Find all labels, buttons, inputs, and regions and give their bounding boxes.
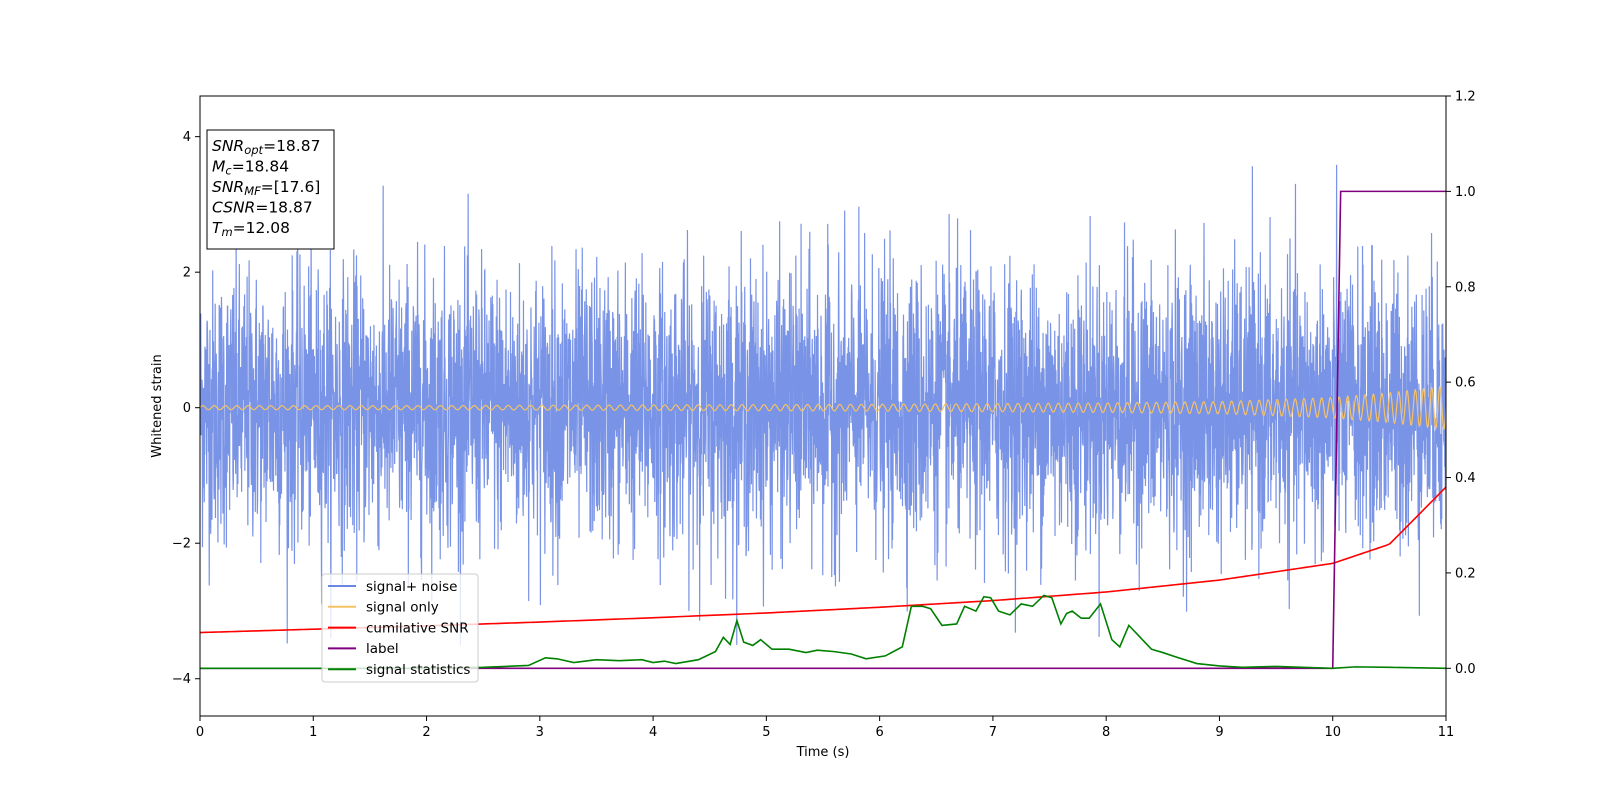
y-right-tick-label: 0.4 — [1455, 471, 1476, 486]
legend-label: signal only — [366, 600, 439, 616]
series-signal-statistics-line — [200, 594, 1446, 670]
info-box-line: SNRMF=[17.6] — [212, 178, 320, 198]
x-tick-label: 8 — [1102, 725, 1110, 740]
series-layer — [200, 164, 1446, 670]
legend-frame — [321, 573, 479, 683]
y-right-tick-label: 1.2 — [1455, 90, 1476, 105]
x-tick-label: 4 — [649, 725, 657, 740]
y-left-tick-label: 0 — [183, 401, 191, 416]
legend-label: label — [366, 641, 399, 657]
info-box-line: Tm=12.08 — [212, 219, 290, 239]
x-tick-label: 1 — [309, 725, 317, 740]
y-axis-label: Whitened strain — [150, 354, 165, 457]
info-box-line: SNRopt=18.87 — [212, 137, 320, 157]
series-label-line — [200, 190, 1446, 670]
info-box: SNRopt=18.87Mc=18.84SNRMF=[17.6]CSNR=18.… — [206, 129, 335, 250]
info-box-line: CSNR=18.87 — [212, 199, 313, 217]
legend-label: cumilative SNR — [366, 620, 469, 636]
x-axis-label: Time (s) — [796, 745, 850, 760]
y-left-tick-label: 4 — [183, 130, 191, 145]
x-axis: 0 1 2 3 4 5 6 7 8 9 10 11 — [196, 716, 1454, 740]
y-right-tick-label: 0.0 — [1455, 662, 1476, 677]
x-tick-label: 7 — [989, 725, 997, 740]
y-left-tick-label: −4 — [172, 672, 191, 687]
y-axis-left: −4 −2 0 2 4 — [172, 130, 200, 687]
legend: signal+ noise signal only cumilative SNR la… — [321, 573, 479, 683]
y-axis-right: 0.0 0.2 0.4 0.6 0.8 1.0 1.2 — [1446, 90, 1476, 677]
series-signal-noise-line — [200, 164, 1446, 645]
x-tick-label: 2 — [422, 725, 430, 740]
x-tick-label: 6 — [875, 725, 883, 740]
y-left-tick-label: −2 — [172, 537, 191, 552]
y-right-tick-label: 1.0 — [1455, 185, 1476, 200]
info-box-frame — [206, 129, 335, 250]
x-tick-label: 10 — [1324, 725, 1341, 740]
x-tick-label: 3 — [536, 725, 544, 740]
y-left-tick-label: 2 — [183, 266, 191, 281]
plot-frame — [199, 95, 1447, 717]
legend-label: signal+ noise — [366, 579, 457, 595]
y-right-tick-label: 0.2 — [1455, 566, 1476, 581]
x-tick-label: 9 — [1215, 725, 1223, 740]
y-right-tick-label: 0.6 — [1455, 376, 1476, 391]
y-right-tick-label: 0.8 — [1455, 280, 1476, 295]
x-tick-label: 5 — [762, 725, 770, 740]
legend-label: signal statistics — [366, 662, 470, 678]
x-tick-label: 11 — [1438, 725, 1455, 740]
series-signal-only-line — [200, 385, 1446, 430]
info-box-line: Mc=18.84 — [212, 158, 289, 178]
x-tick-label: 0 — [196, 725, 204, 740]
